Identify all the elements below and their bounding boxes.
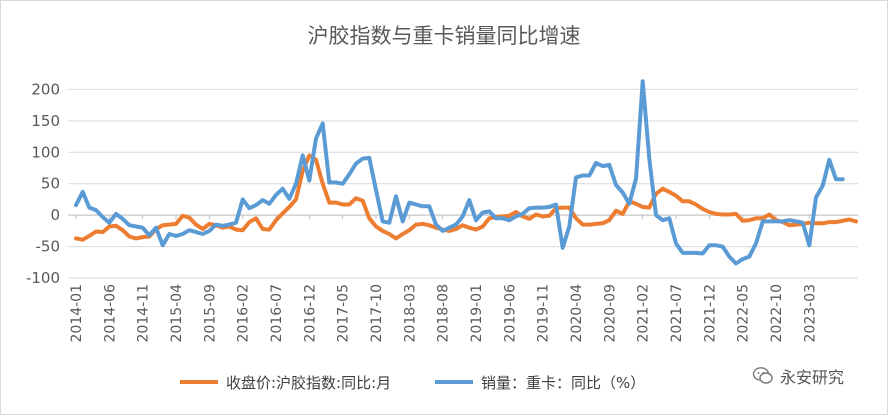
watermark: 永安研究 [752,364,844,388]
y-tick-label: 50 [41,175,60,193]
y-tick-label: 150 [31,112,60,130]
x-tick-label: 2021-12 [702,284,718,343]
x-tick-label: 2017-05 [336,284,352,343]
y-axis: -100 -50 0 50 100 150 200 [26,80,60,287]
x-tick-label: 2019-01 [469,284,485,343]
series-lines [74,79,858,266]
x-tick-label: 2021-07 [669,284,685,343]
x-tick-label: 2016-07 [269,284,285,343]
watermark-text: 永安研究 [780,368,845,387]
x-tick-label: 2014-01 [69,284,85,343]
legend-label-truck-sales: 销量：重卡：同比（%） [481,373,646,392]
chart-title: 沪胶指数与重卡销量同比增速 [307,24,581,48]
x-tick-label: 2016-02 [236,284,252,343]
x-tick-label: 2020-09 [602,284,618,343]
x-tick-label: 2014-11 [136,284,152,343]
y-tick-label: 0 [50,206,60,224]
y-tick-label: 200 [31,80,60,98]
y-tick-label: -50 [36,238,61,256]
x-tick-label: 2023-03 [802,284,818,343]
x-tick-label: 2014-06 [102,284,118,343]
legend-swatch-rubber-index [180,380,218,384]
series-line-truck-sales [74,79,845,266]
x-axis: 2014-01 2014-06 2014-11 2015-04 2015-09 2016-… [69,215,818,343]
x-tick-label: 2018-03 [402,284,418,343]
x-tick-label: 2019-06 [502,284,518,343]
x-tick-label: 2015-09 [202,284,218,343]
legend-label-rubber-index: 收盘价:沪胶指数:同比:月 [226,373,392,392]
x-tick-label: 2016-12 [302,284,318,343]
x-tick-label: 2019-11 [536,284,552,343]
x-tick-label: 2018-08 [436,284,452,343]
y-tick-label: -100 [26,269,60,287]
legend-item-truck-sales: 销量：重卡：同比（%） [435,370,645,394]
legend-item-rubber-index: 收盘价:沪胶指数:同比:月 [180,370,391,394]
x-tick-label: 2017-10 [369,284,385,343]
x-tick-label: 2022-05 [736,284,752,343]
gridlines [68,88,858,279]
y-tick-label: 100 [31,143,60,161]
x-tick-label: 2015-04 [169,284,185,343]
x-tick-label: 2020-04 [569,284,585,343]
legend-swatch-truck-sales [435,380,473,384]
x-tick-label: 2021-02 [636,284,652,343]
series-line-rubber-index [74,153,858,242]
wechat-icon [752,367,773,384]
x-tick-label: 2022-10 [769,284,785,343]
